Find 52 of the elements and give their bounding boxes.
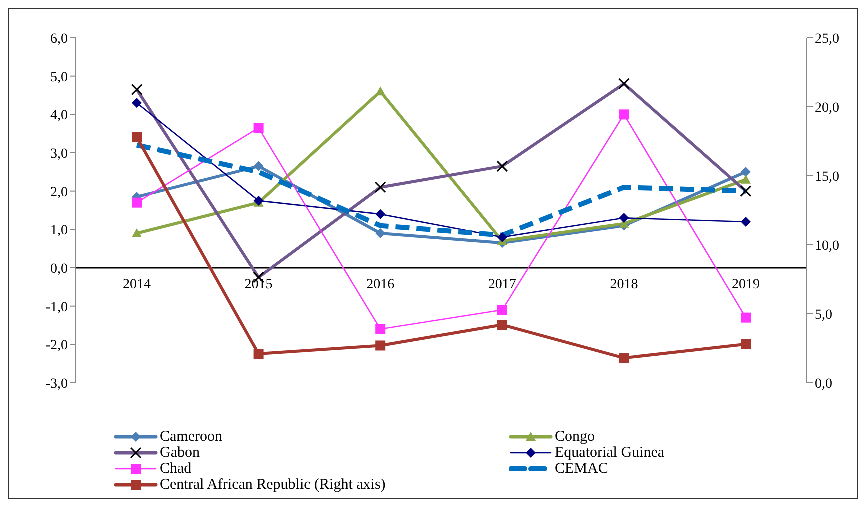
point bbox=[132, 228, 142, 238]
point bbox=[497, 305, 508, 316]
y2-tick-label: 0,0 bbox=[815, 376, 832, 392]
x-tick-label: 2015 bbox=[244, 278, 273, 293]
y-tick-label: 3,0 bbox=[50, 146, 68, 162]
point bbox=[376, 340, 386, 351]
point bbox=[741, 217, 751, 227]
point bbox=[376, 209, 386, 220]
point bbox=[376, 324, 386, 334]
y2-tick-label: 20,0 bbox=[815, 100, 840, 116]
point bbox=[619, 353, 630, 364]
legend-label: Gabon bbox=[160, 444, 200, 462]
legend-label: Central African Republic (Right axis) bbox=[160, 476, 386, 494]
point bbox=[619, 110, 630, 120]
x-tick-label: 2014 bbox=[123, 278, 151, 293]
point bbox=[741, 174, 751, 184]
y-tick-label: -1,0 bbox=[46, 300, 68, 316]
point bbox=[497, 232, 508, 242]
y-tick-label: -3,0 bbox=[46, 376, 68, 392]
y-tick-label: 0,0 bbox=[50, 262, 68, 277]
legend-label: Cameroon bbox=[160, 428, 222, 446]
y-tick-label: 5,0 bbox=[50, 70, 68, 86]
y-tick-label: 2,0 bbox=[50, 185, 68, 200]
point bbox=[376, 228, 386, 238]
legend-label: CEMAC bbox=[555, 460, 608, 478]
y2-tick-label: 5,0 bbox=[815, 308, 832, 323]
point bbox=[254, 123, 264, 134]
y-tick-label: -2,0 bbox=[46, 338, 68, 354]
point bbox=[741, 167, 751, 178]
y2-tick-label: 15,0 bbox=[815, 170, 840, 185]
x-tick-label: 2017 bbox=[488, 278, 516, 293]
point bbox=[132, 132, 142, 142]
point bbox=[254, 349, 264, 360]
y-tick-label: 1,0 bbox=[50, 224, 68, 239]
legend-label: Chad bbox=[160, 460, 192, 478]
point bbox=[741, 312, 751, 323]
point bbox=[254, 161, 264, 172]
point bbox=[741, 339, 751, 350]
point bbox=[132, 198, 142, 208]
legend-label: Congo bbox=[555, 428, 596, 446]
y2-tick-label: 10,0 bbox=[815, 238, 840, 254]
x-tick-label: 2019 bbox=[732, 278, 760, 293]
y2-tick-label: 25,0 bbox=[815, 32, 840, 47]
point bbox=[619, 213, 630, 224]
x-tick-label: 2016 bbox=[366, 278, 395, 293]
y-tick-label: 4,0 bbox=[50, 108, 68, 124]
point bbox=[132, 98, 142, 108]
point bbox=[376, 86, 386, 96]
legend-label: Equatorial Guinea bbox=[555, 444, 665, 462]
y-tick-label: 6,0 bbox=[50, 32, 68, 47]
x-tick-label: 2018 bbox=[610, 278, 638, 293]
point bbox=[497, 320, 508, 330]
